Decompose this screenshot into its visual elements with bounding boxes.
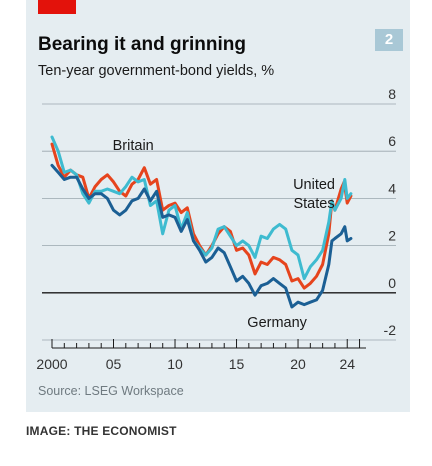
y-tick-label-5: 8 [388, 86, 396, 102]
chart-subtitle: Ten-year government-bond yields, % [38, 63, 275, 79]
x-tick-label-0: 2000 [36, 356, 67, 372]
series-line-germany [50, 163, 353, 309]
x-tick-label-4: 20 [290, 356, 306, 372]
chart-title: Bearing it and grinning [38, 34, 246, 55]
y-tick-label-0: -2 [384, 322, 397, 338]
chart-source: Source: LSEG Workspace [38, 384, 184, 398]
series-line-britain [50, 142, 353, 290]
y-tick-label-2: 2 [388, 228, 396, 244]
x-axis [51, 339, 366, 349]
chart-panel: Bearing it and grinning Ten-year governm… [26, 0, 410, 412]
series-annotations: Britain United States Germany [113, 138, 335, 331]
series-line-united-states [50, 135, 353, 281]
annotation-3: Germany [247, 315, 307, 331]
x-tick-label-5: 24 [339, 356, 355, 372]
chart-number-badge: 2 [375, 29, 403, 51]
image-credit-caption: IMAGE: THE ECONOMIST [26, 424, 177, 438]
series-lines [50, 135, 353, 309]
brand-accent-tab [38, 0, 76, 14]
annotation-2: States [293, 196, 334, 212]
x-tick-label-2: 10 [167, 356, 183, 372]
x-tick-label-1: 05 [106, 356, 122, 372]
y-tick-label-4: 6 [388, 133, 396, 149]
x-tick-label-3: 15 [229, 356, 245, 372]
annotation-0: Britain [113, 138, 154, 154]
y-tick-label-1: 0 [388, 275, 396, 291]
y-tick-label-3: 4 [388, 180, 396, 196]
gridlines [42, 103, 396, 341]
annotation-1: United [293, 177, 335, 193]
